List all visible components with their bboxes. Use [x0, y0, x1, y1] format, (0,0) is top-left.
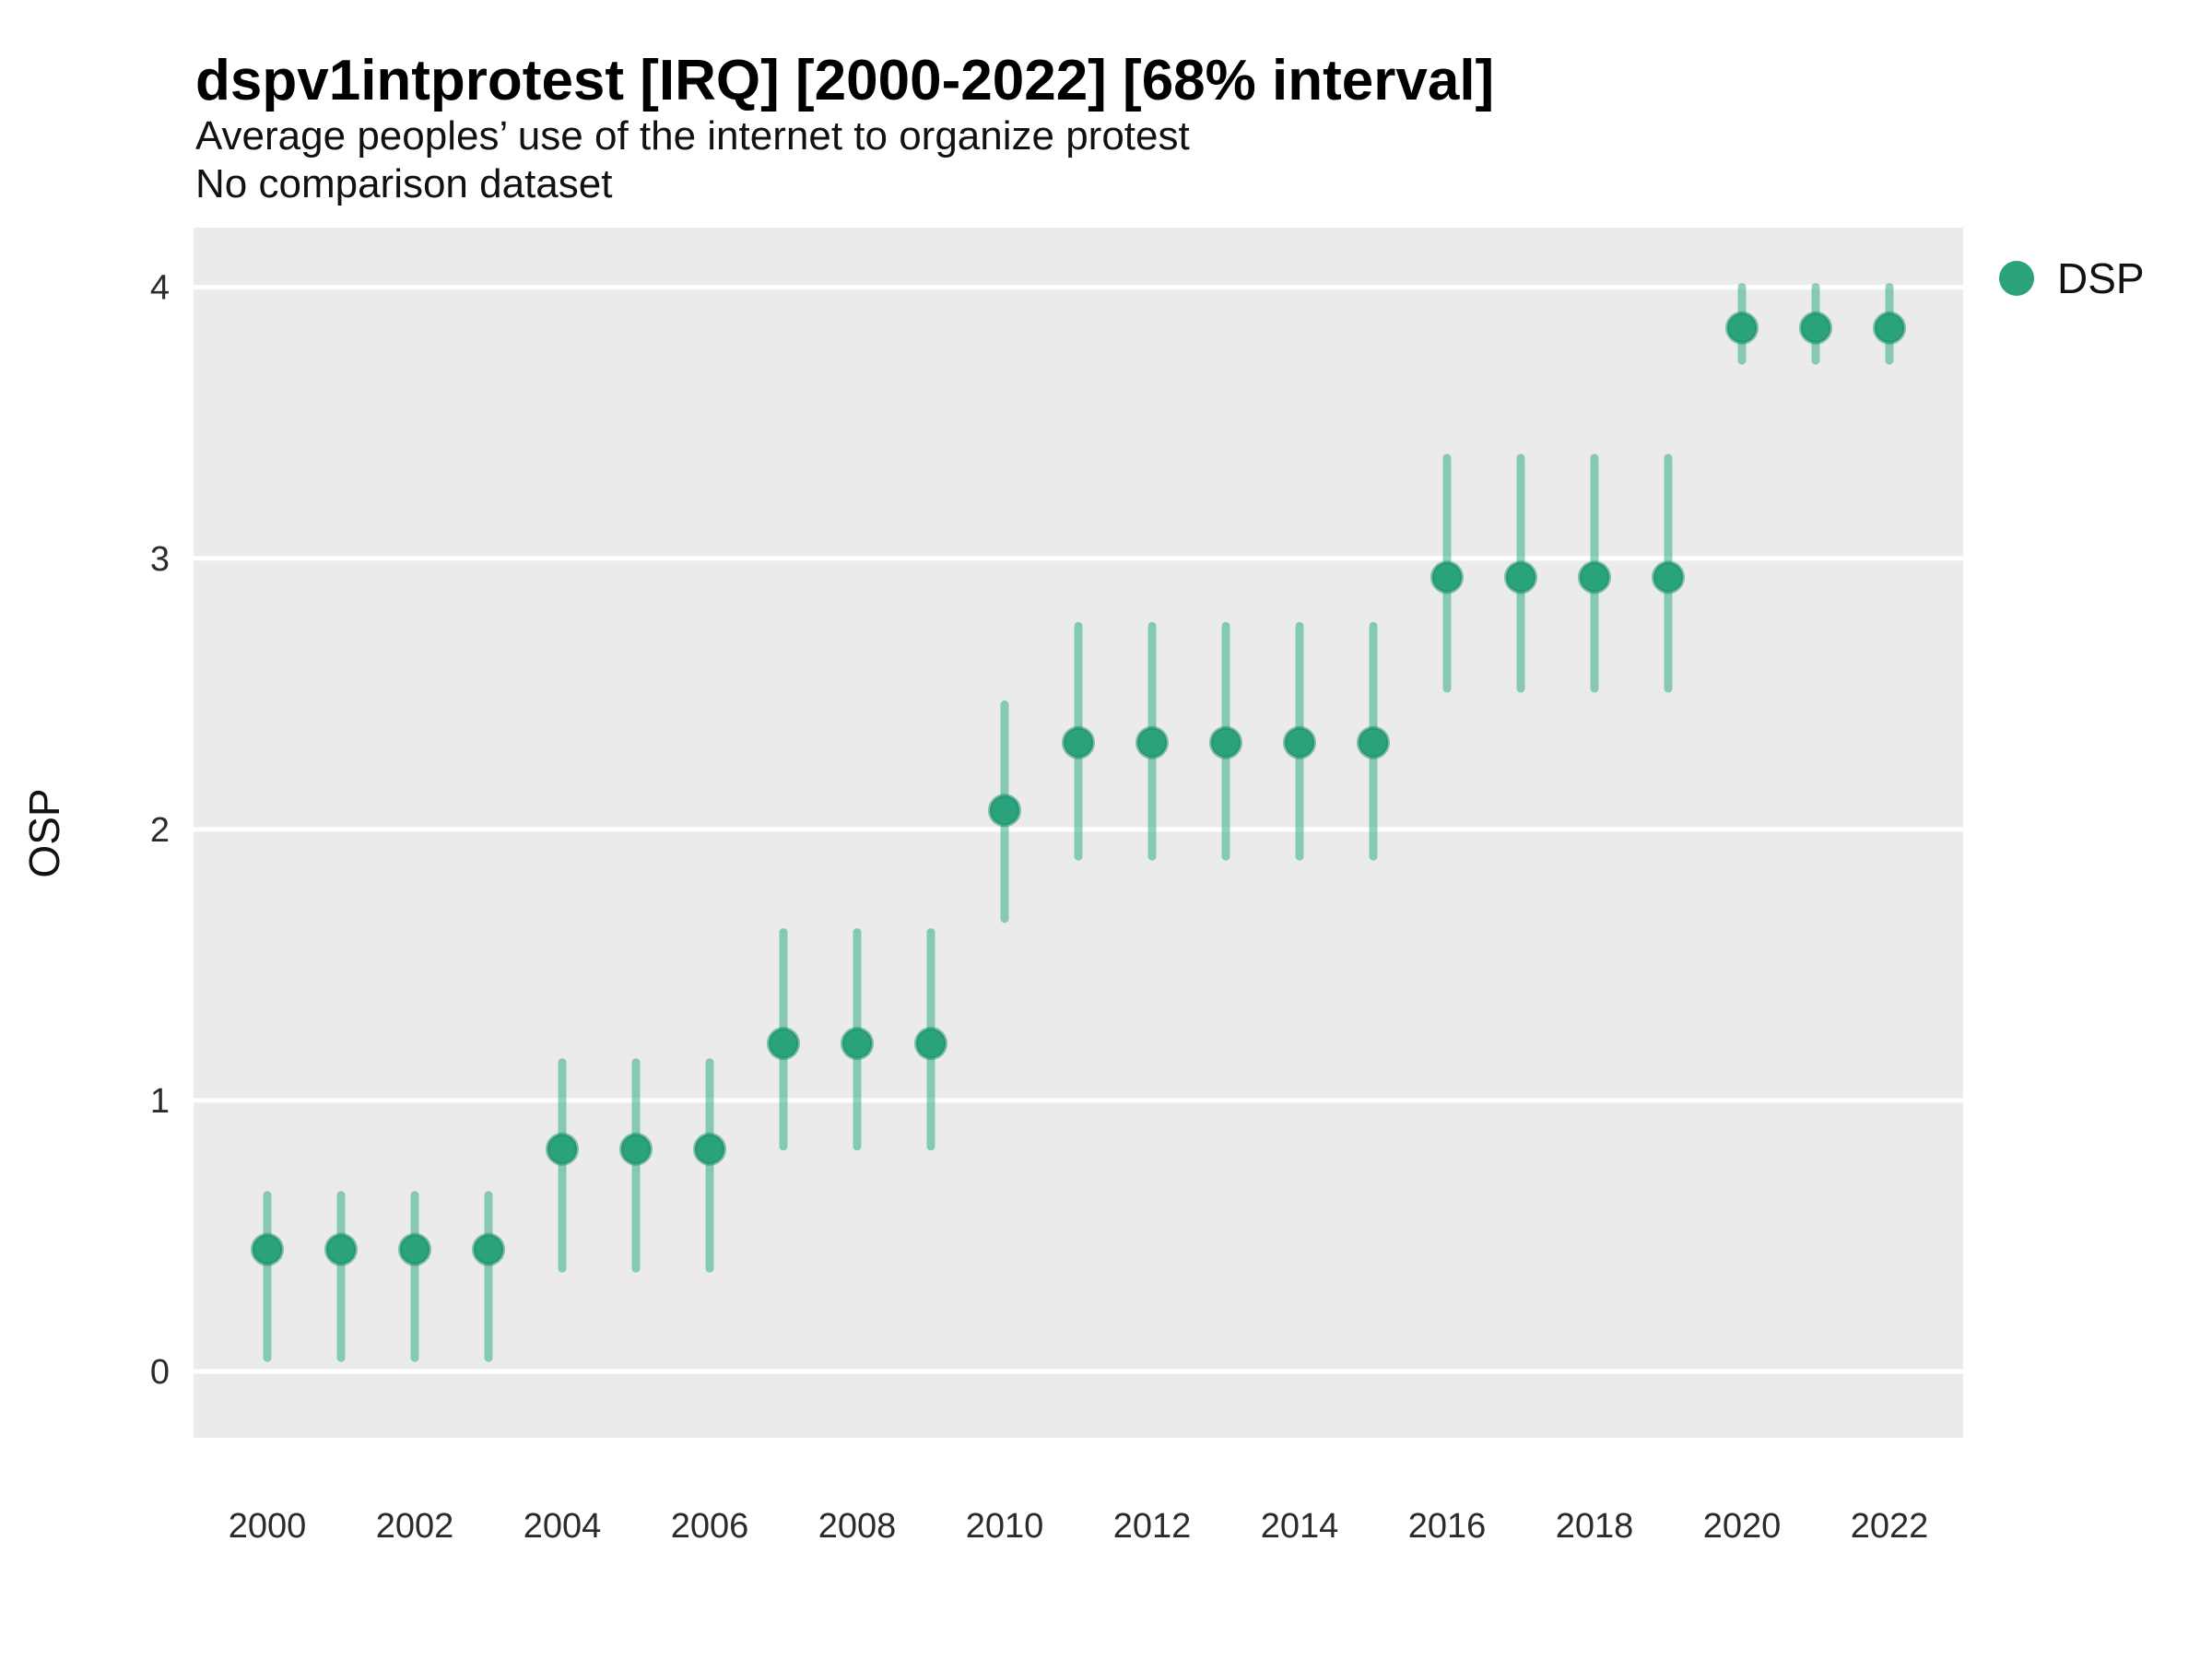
data-point-2001: [324, 1232, 358, 1266]
y-tick-label-4: 4: [150, 269, 170, 308]
x-tick-labels: 2000 2002 2004 2006 2008 2010 2012 2014 2016 2018…: [229, 1507, 1929, 1546]
legend-dot-icon: [1999, 261, 2034, 296]
x-tick-label-2022: 2022: [1851, 1507, 1929, 1546]
chart-note: No comparison dataset: [195, 161, 612, 206]
data-point-2003: [472, 1232, 505, 1266]
x-tick-label-2010: 2010: [966, 1507, 1044, 1546]
page-title: dspv1intprotest [IRQ] [2000-2022] [68% i…: [195, 49, 1494, 112]
data-point-2017: [1504, 560, 1537, 594]
data-point-2016: [1430, 560, 1464, 594]
y-axis-label: OSP: [20, 788, 68, 877]
x-tick-label-2016: 2016: [1408, 1507, 1487, 1546]
x-tick-label-2000: 2000: [229, 1507, 307, 1546]
legend-item-label: DSP: [2057, 254, 2145, 302]
y-tick-label-3: 3: [150, 540, 170, 579]
data-point-2004: [546, 1132, 579, 1166]
y-tick-label-1: 1: [150, 1082, 170, 1121]
data-point-2000: [251, 1232, 284, 1266]
x-tick-label-2006: 2006: [671, 1507, 749, 1546]
data-point-2007: [767, 1027, 800, 1061]
data-point-2011: [1062, 725, 1095, 759]
data-point-2021: [1799, 311, 1832, 345]
legend: DSP: [1999, 254, 2145, 302]
x-tick-label-2004: 2004: [524, 1507, 602, 1546]
chart-subtitle: Average peoples’ use of the internet to …: [195, 113, 1190, 159]
data-point-2020: [1725, 311, 1759, 345]
data-point-2010: [988, 794, 1021, 828]
series-dsp: [251, 283, 1906, 1362]
x-tick-label-2012: 2012: [1113, 1507, 1192, 1546]
data-point-2013: [1209, 725, 1242, 759]
y-tick-labels: 0 1 2 3 4: [150, 269, 170, 1392]
y-tick-label-0: 0: [150, 1353, 170, 1392]
data-point-2015: [1357, 725, 1390, 759]
x-tick-label-2002: 2002: [376, 1507, 454, 1546]
data-point-2008: [841, 1027, 874, 1061]
data-point-2005: [619, 1132, 653, 1166]
data-point-2009: [914, 1027, 947, 1061]
data-point-2019: [1652, 560, 1685, 594]
x-tick-label-2008: 2008: [818, 1507, 897, 1546]
data-point-2002: [398, 1232, 431, 1266]
x-tick-label-2018: 2018: [1556, 1507, 1634, 1546]
x-tick-label-2014: 2014: [1261, 1507, 1339, 1546]
data-point-2022: [1873, 311, 1906, 345]
data-point-2018: [1578, 560, 1611, 594]
data-point-2014: [1283, 725, 1316, 759]
x-tick-label-2020: 2020: [1703, 1507, 1782, 1546]
data-point-2012: [1135, 725, 1169, 759]
y-tick-label-2: 2: [150, 811, 170, 850]
data-point-2006: [693, 1132, 726, 1166]
